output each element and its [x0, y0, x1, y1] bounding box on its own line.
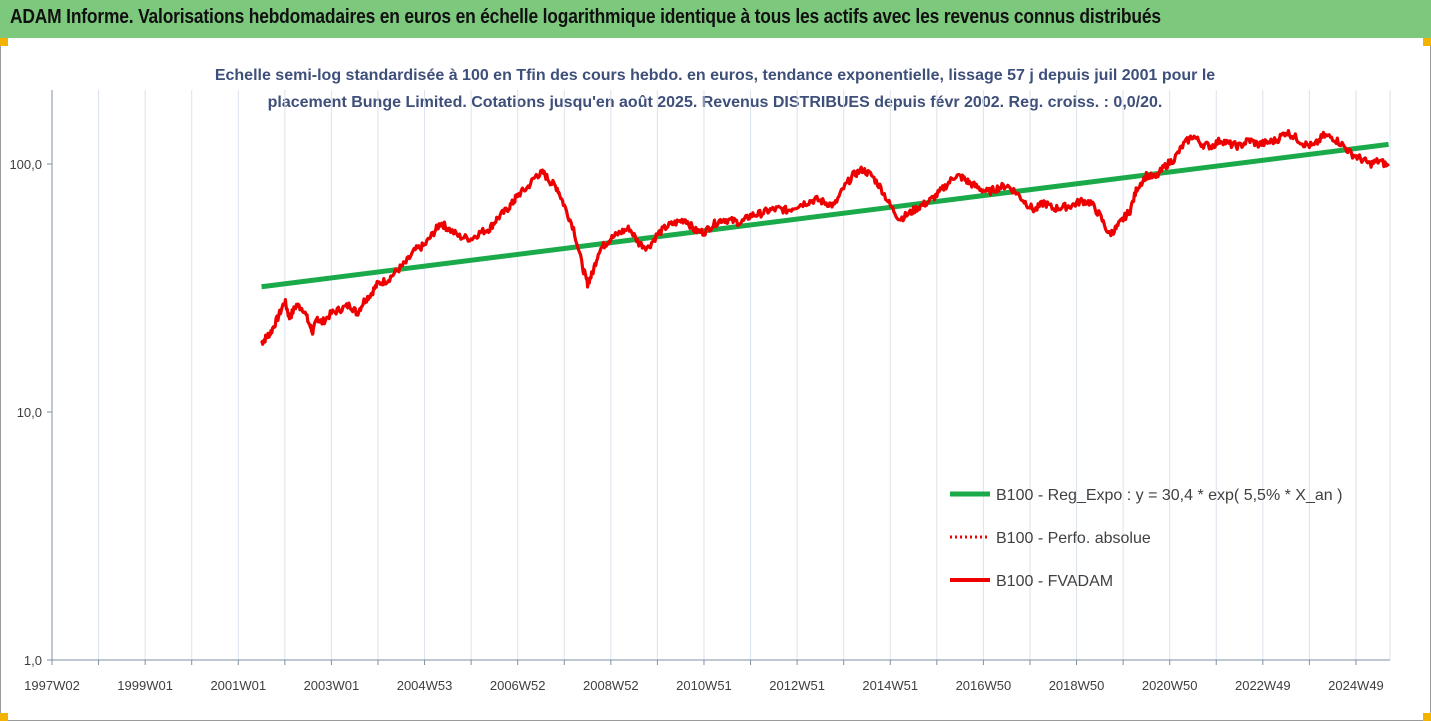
- series-fvadam-line: [260, 129, 1390, 346]
- legend-label: B100 - Perfo. absolue: [996, 530, 1151, 547]
- x-tick-label: 2016W50: [956, 678, 1012, 693]
- legend: B100 - Reg_Expo : y = 30,4 * exp( 5,5% *…: [950, 487, 1342, 590]
- x-tick-label: 1997W02: [24, 678, 80, 693]
- x-tick-label: 2003W01: [304, 678, 360, 693]
- x-tick-labels: 1997W02 1999W01 2001W01 2003W01 2004W53 2006W…: [24, 678, 1384, 693]
- x-tick-label: 2004W53: [397, 678, 453, 693]
- legend-label: B100 - FVADAM: [996, 573, 1113, 590]
- subtitle-line-2: placement Bunge Limited. Cotations jusqu…: [267, 94, 1163, 111]
- chart-subtitle: Echelle semi-log standardisée à 100 en T…: [200, 62, 1230, 116]
- corner-marker-br: [1423, 713, 1431, 721]
- y-tick-labels: 1,0 10,0 100,0: [9, 157, 42, 668]
- series-trend-line: [261, 141, 1389, 290]
- x-tick-label: 2012W51: [769, 678, 825, 693]
- x-tick-label: 2008W52: [583, 678, 639, 693]
- y-tick-label: 100,0: [9, 157, 42, 172]
- x-tick-label: 1999W01: [117, 678, 173, 693]
- x-tick-label: 2018W50: [1049, 678, 1105, 693]
- corner-marker-tr: [1423, 38, 1431, 46]
- x-tick-label: 2001W01: [210, 678, 266, 693]
- x-tick-label: 2010W51: [676, 678, 732, 693]
- legend-label: B100 - Reg_Expo : y = 30,4 * exp( 5,5% *…: [996, 487, 1342, 504]
- x-tick-label: 2014W51: [862, 678, 918, 693]
- x-tick-label: 2006W52: [490, 678, 546, 693]
- corner-marker-tl: [0, 38, 8, 46]
- axes: [47, 90, 1390, 665]
- report-banner: ADAM Informe. Valorisations hebdomadaire…: [0, 0, 1431, 38]
- series-group: [260, 129, 1390, 346]
- y-tick-label: 1,0: [24, 653, 42, 668]
- grid-lines: [51, 90, 1391, 660]
- y-tick-label: 10,0: [17, 405, 42, 420]
- x-tick-label: 2022W49: [1235, 678, 1291, 693]
- subtitle-line-1: Echelle semi-log standardisée à 100 en T…: [214, 67, 1216, 84]
- corner-marker-bl: [0, 713, 8, 721]
- x-tick-label: 2020W50: [1142, 678, 1198, 693]
- report-title: ADAM Informe. Valorisations hebdomadaire…: [10, 6, 1161, 28]
- x-tick-label: 2024W49: [1328, 678, 1384, 693]
